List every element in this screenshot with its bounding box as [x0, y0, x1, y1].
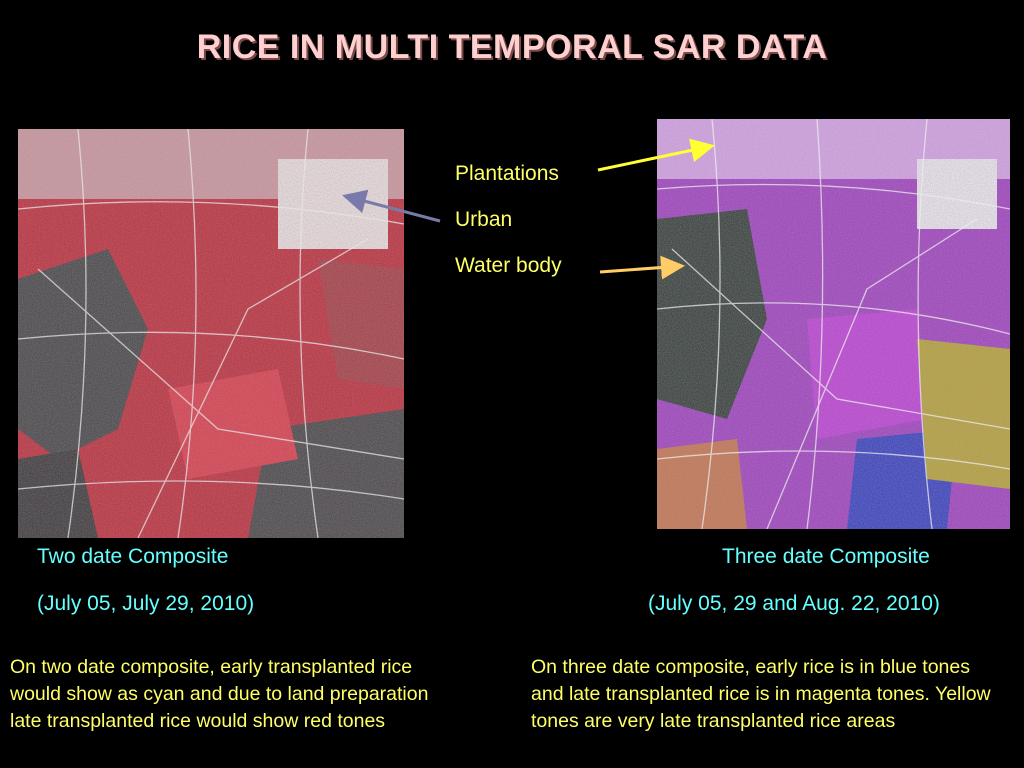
right-composite-note: On three date composite, early rice is i… — [531, 656, 991, 732]
legend-plantations-label: Plantations — [455, 162, 559, 185]
right-composite-caption: Three date Composite — [722, 545, 930, 568]
legend-water-body-label: Water body — [455, 254, 562, 277]
slide-title: RICE IN MULTI TEMPORAL SAR DATA — [196, 28, 828, 66]
right-composite-dates: (July 05, 29 and Aug. 22, 2010) — [648, 592, 940, 615]
left-composite-dates: (July 05, July 29, 2010) — [37, 592, 255, 615]
three-date-composite-image — [657, 119, 1010, 529]
legend-urban-label: Urban — [455, 208, 513, 231]
two-date-composite-image — [18, 129, 404, 538]
left-composite-note: On two date composite, early transplante… — [10, 656, 429, 732]
left-composite-caption: Two date Composite — [37, 545, 229, 568]
